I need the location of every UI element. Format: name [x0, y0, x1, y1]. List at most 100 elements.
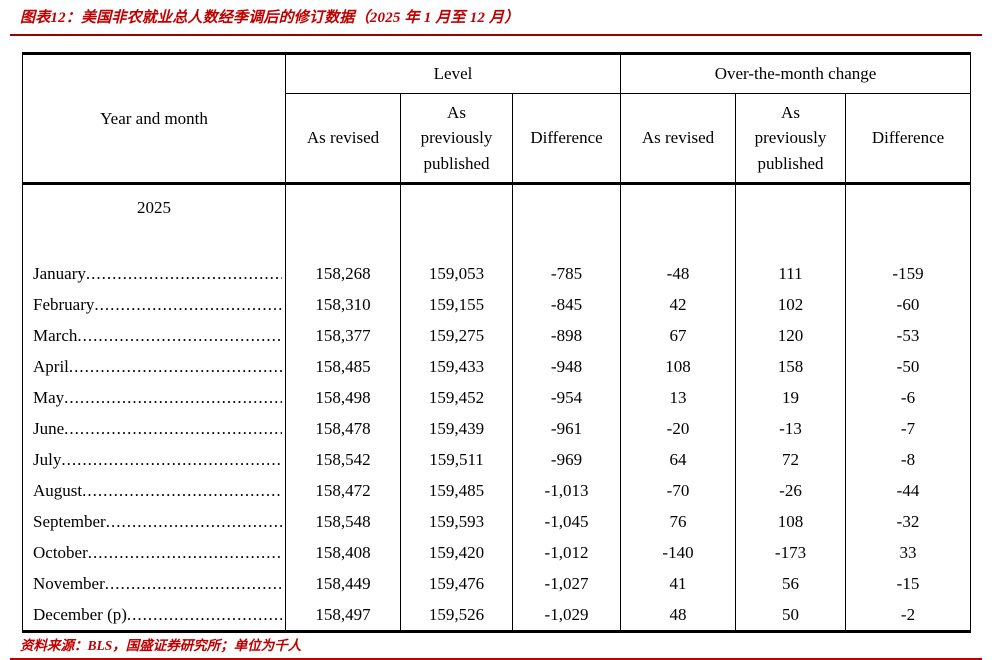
table-row: December (p)............................… [22, 599, 972, 632]
header-row-subheaders: As revised As previously published Diffe… [23, 93, 972, 184]
cell-value: 158,377 [285, 320, 401, 351]
cell-value: 56 [735, 568, 846, 599]
col-header-otm-as-revised: As revised [620, 93, 736, 184]
month-label: February [33, 294, 95, 314]
cell-value: 50 [735, 599, 846, 632]
cell-value: 159,511 [400, 444, 513, 475]
cell-value: -1,027 [512, 568, 621, 599]
month-label: June [33, 418, 65, 438]
cell-value: 158,485 [285, 351, 401, 382]
col-header-label: Difference [530, 128, 603, 148]
table-row: May.....................................… [22, 382, 972, 413]
title-divider [10, 34, 982, 36]
source-note: 资料来源：BLS，国盛证券研究所；单位为千人 [20, 638, 302, 653]
cell-value: 158,542 [285, 444, 401, 475]
cell-value: -6 [844, 382, 972, 413]
cell-value: -1,045 [512, 506, 621, 537]
cell-value: 159,155 [400, 289, 513, 320]
cell-value: 76 [620, 506, 736, 537]
col-header-level-as-revised: As revised [285, 93, 401, 184]
dot-leader: ........................................… [61, 449, 282, 469]
col-header-level-as-previously-published: As previously published [400, 93, 513, 184]
table-row: February................................… [22, 289, 972, 320]
col-header-year-and-month: Year and month [22, 53, 286, 184]
cell-value: -1,012 [512, 537, 621, 568]
col-header-label: As previously published [420, 102, 493, 173]
cell-value: 19 [735, 382, 846, 413]
col-group-over-the-month-change: Over-the-month change [619, 53, 972, 94]
col-header-label: As previously published [754, 102, 827, 173]
cell-value: -60 [844, 289, 972, 320]
table-row: September...............................… [22, 506, 972, 537]
cell-value: 158,268 [285, 258, 401, 289]
cell-value: 159,275 [400, 320, 513, 351]
col-header-label: As revised [306, 128, 380, 148]
cell-value: -13 [735, 413, 846, 444]
cell-value: 158,498 [285, 382, 401, 413]
month-label: September [33, 511, 106, 531]
cell-value: 67 [620, 320, 736, 351]
cell-value: 158,472 [285, 475, 401, 506]
dot-leader: ........................................… [64, 418, 282, 438]
month-label: October [33, 542, 88, 562]
dot-leader: ........................................… [64, 387, 282, 407]
cell-value: -32 [844, 506, 972, 537]
cell-value: 158,449 [285, 568, 401, 599]
cell-value: -44 [844, 475, 972, 506]
table-row: March...................................… [22, 320, 972, 351]
dot-leader: ........................................… [105, 511, 282, 531]
cell-value: 42 [620, 289, 736, 320]
header-row-groups: Year and month Level Over-the-month chan… [22, 53, 972, 184]
dot-leader: ........................................… [126, 604, 282, 624]
table-row: June....................................… [22, 413, 972, 444]
cell-value: -8 [844, 444, 972, 475]
cell-value: -969 [512, 444, 621, 475]
cell-value: -159 [844, 258, 972, 289]
cell-value: 158 [735, 351, 846, 382]
cell-value: -961 [512, 413, 621, 444]
cell-value: 72 [735, 444, 846, 475]
cell-value: 33 [844, 537, 972, 568]
cell-value: 158,478 [285, 413, 401, 444]
cell-value: 158,548 [285, 506, 401, 537]
month-label: January [33, 263, 86, 283]
table-row: July....................................… [22, 444, 972, 475]
table-row: August..................................… [22, 475, 972, 506]
month-label: December (p) [33, 604, 127, 624]
cell-value: -26 [735, 475, 846, 506]
month-label: November [33, 573, 105, 593]
cell-value: 158,497 [285, 599, 401, 632]
dot-leader: ........................................… [68, 356, 282, 376]
revisions-table: Year and month Level Over-the-month chan… [22, 52, 972, 633]
cell-value: 120 [735, 320, 846, 351]
cell-value: 159,476 [400, 568, 513, 599]
cell-value: 108 [735, 506, 846, 537]
cell-value: -898 [512, 320, 621, 351]
cell-value: 158,310 [285, 289, 401, 320]
cell-value: 159,420 [400, 537, 513, 568]
cell-value: 159,452 [400, 382, 513, 413]
col-header-label: Difference [871, 128, 945, 148]
month-label: March [33, 325, 78, 345]
col-header-level-difference: Difference [512, 93, 621, 184]
col-header-label: As revised [641, 128, 715, 148]
cell-value: 41 [620, 568, 736, 599]
dot-leader: ........................................… [85, 263, 282, 283]
dot-leader: ........................................… [82, 480, 282, 500]
cell-value: -2 [844, 599, 972, 632]
cell-value: -948 [512, 351, 621, 382]
month-label: August [33, 480, 83, 500]
cell-value: -173 [735, 537, 846, 568]
cell-value: -954 [512, 382, 621, 413]
cell-value: -20 [620, 413, 736, 444]
figure-title: 图表12：美国非农就业总人数经季调后的修订数据（2025 年 1 月至 12 月… [20, 10, 520, 26]
table-row: January.................................… [22, 258, 972, 289]
year-label: 2025 [22, 182, 286, 258]
cell-value: -1,029 [512, 599, 621, 632]
month-label: July [33, 449, 62, 469]
dot-leader: ........................................… [77, 325, 282, 345]
dot-leader: ........................................… [104, 573, 282, 593]
cell-value: -845 [512, 289, 621, 320]
dot-leader: ........................................… [94, 294, 282, 314]
